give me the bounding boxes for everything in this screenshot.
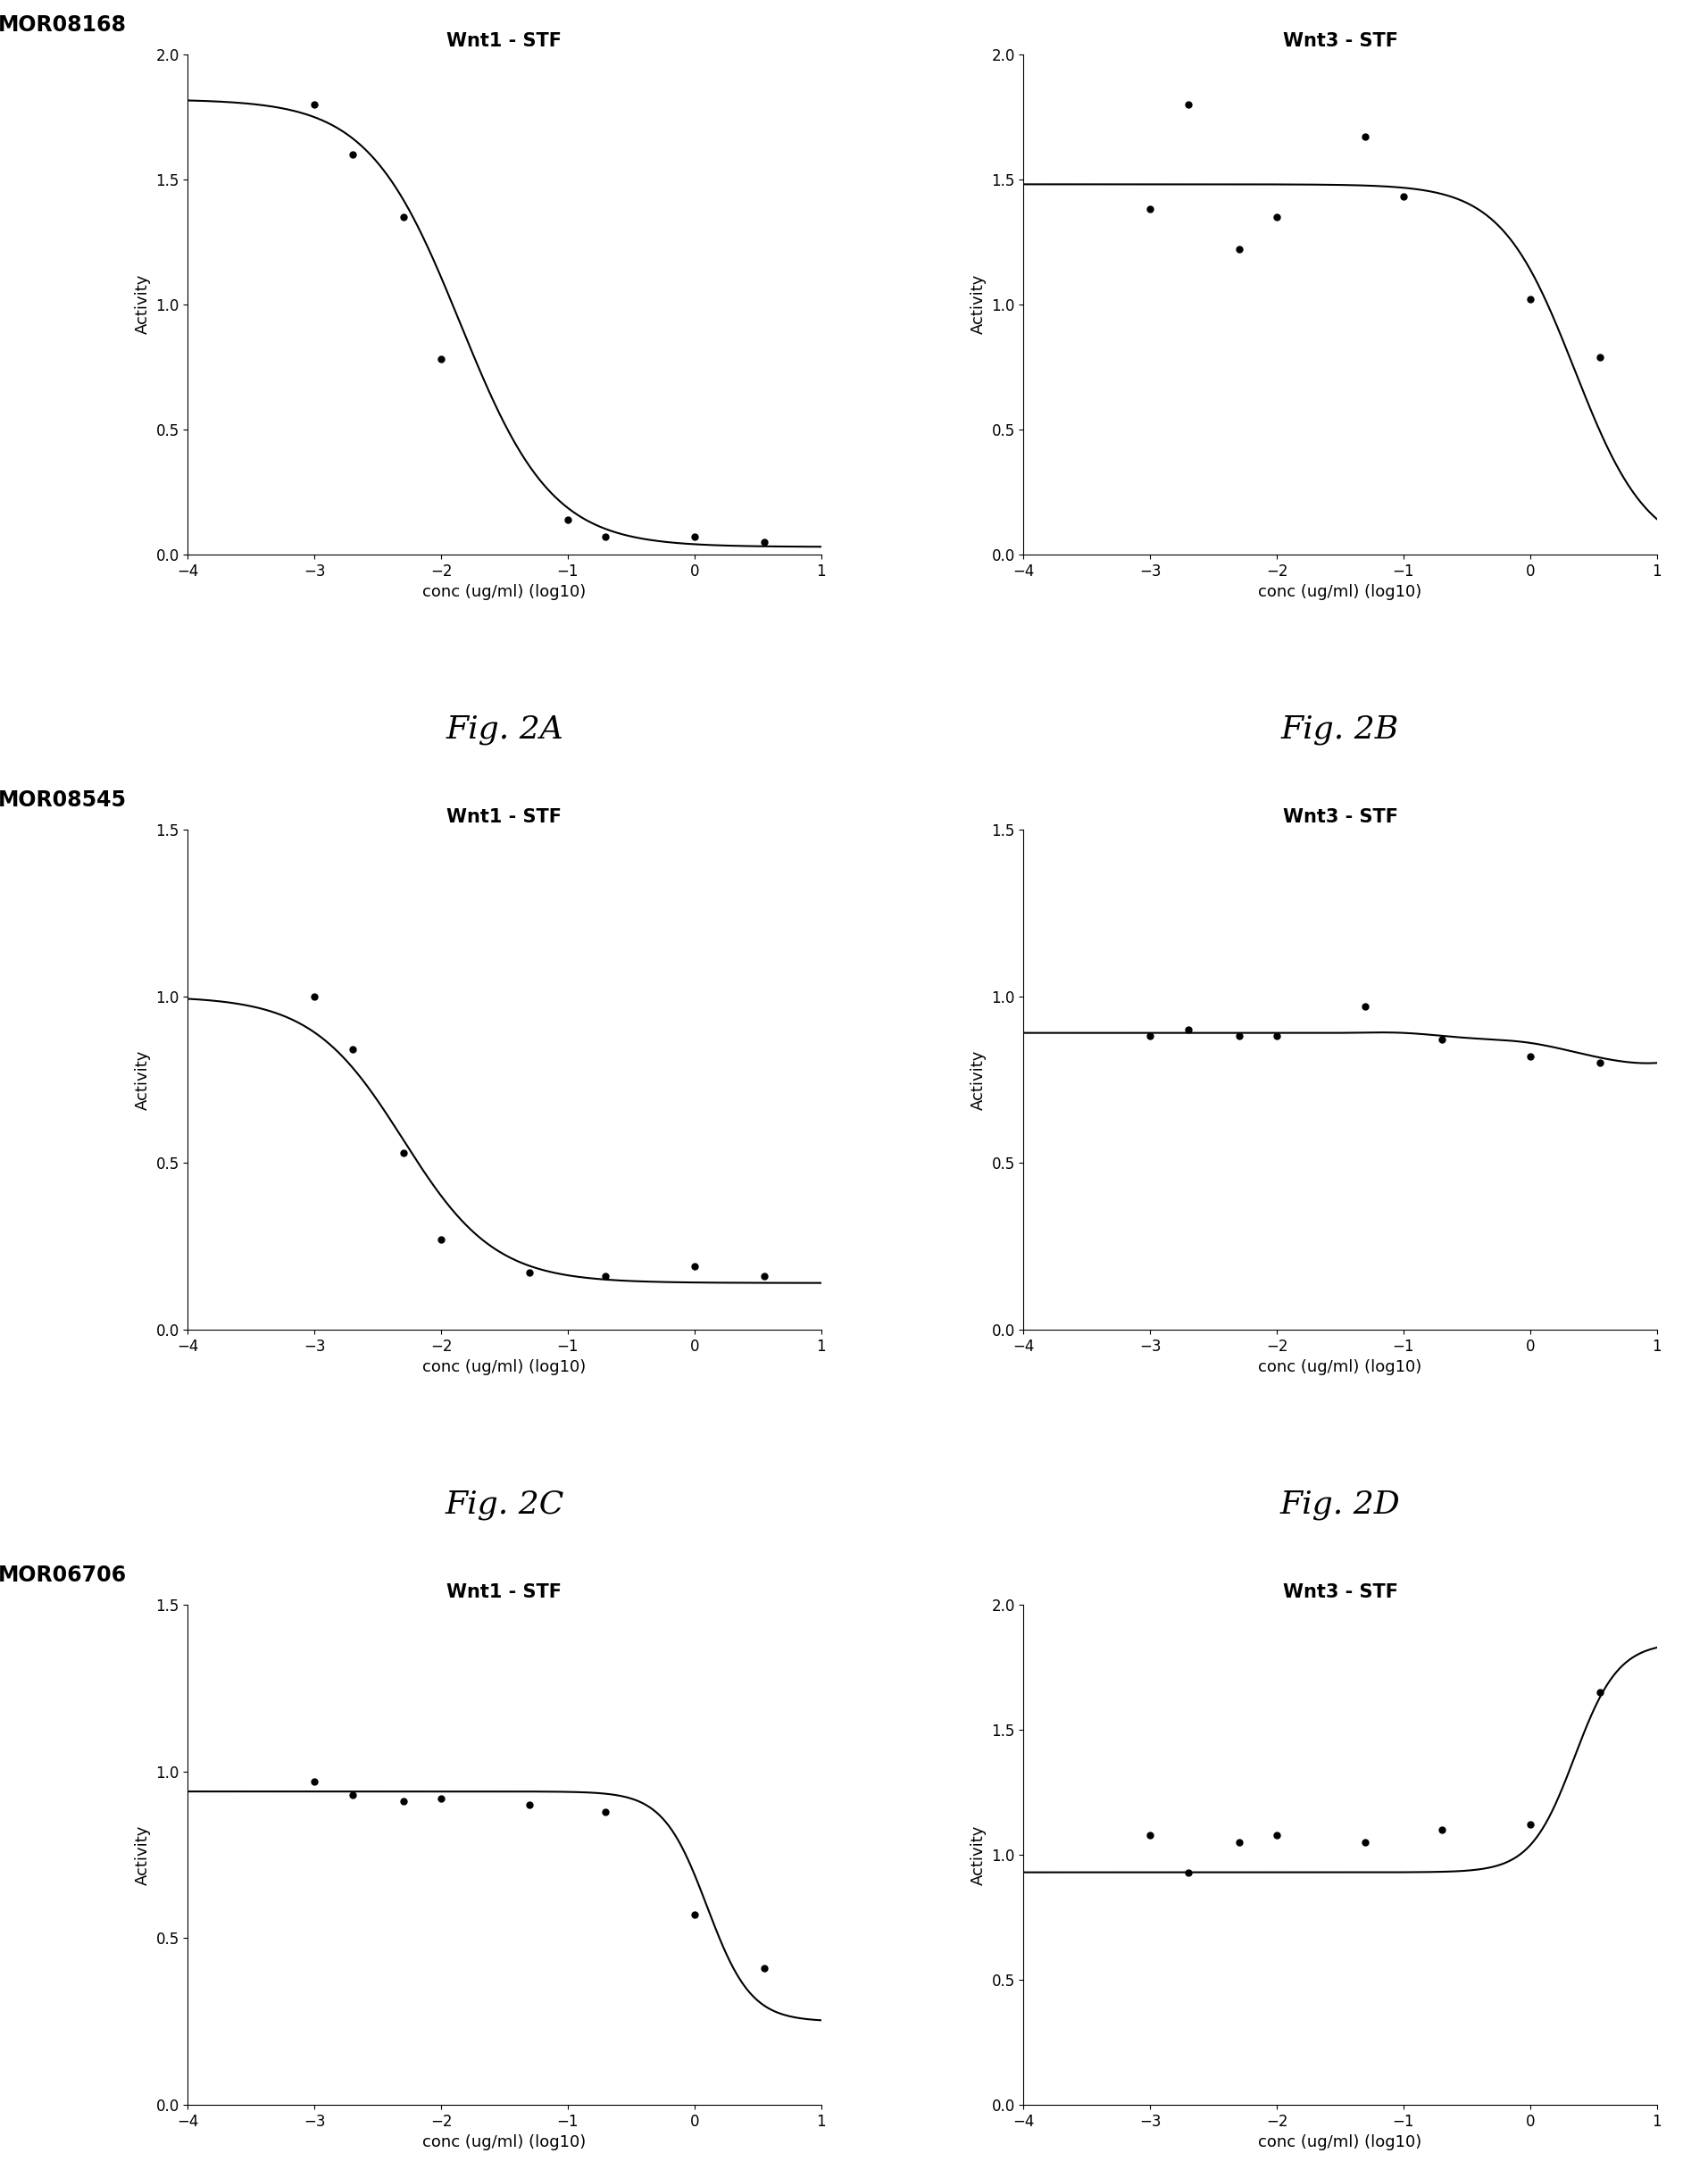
Title: Wnt3 - STF: Wnt3 - STF: [1283, 807, 1397, 825]
Title: Wnt1 - STF: Wnt1 - STF: [447, 1582, 562, 1601]
Text: Fig. 2C: Fig. 2C: [444, 1491, 564, 1519]
X-axis label: conc (ug/ml) (log10): conc (ug/ml) (log10): [422, 1358, 586, 1376]
Point: [1136, 1020, 1163, 1055]
Point: [1351, 1825, 1378, 1860]
Point: [681, 1250, 709, 1285]
Point: [338, 1033, 366, 1068]
Text: Fig. 2D: Fig. 2D: [1279, 1491, 1401, 1519]
Point: [593, 519, 620, 553]
Point: [593, 1259, 620, 1293]
Y-axis label: Activity: Activity: [970, 1825, 987, 1886]
Point: [1264, 200, 1291, 234]
Text: Fig. 2A: Fig. 2A: [446, 714, 564, 744]
Point: [553, 501, 581, 536]
Point: [301, 87, 328, 122]
Text: MOR08168: MOR08168: [0, 15, 126, 35]
Title: Wnt3 - STF: Wnt3 - STF: [1283, 33, 1397, 50]
X-axis label: conc (ug/ml) (log10): conc (ug/ml) (log10): [1259, 1358, 1423, 1376]
Point: [427, 1782, 454, 1816]
Y-axis label: Activity: Activity: [135, 1050, 150, 1109]
Point: [389, 1135, 417, 1170]
Point: [1428, 1022, 1455, 1057]
Point: [1136, 191, 1163, 226]
X-axis label: conc (ug/ml) (log10): conc (ug/ml) (log10): [422, 2135, 586, 2150]
Point: [1264, 1818, 1291, 1853]
Point: [1175, 87, 1202, 122]
Point: [1351, 990, 1378, 1024]
Point: [1587, 1675, 1614, 1710]
Point: [301, 1764, 328, 1799]
Point: [1175, 1011, 1202, 1046]
Point: [1517, 1808, 1544, 1842]
Point: [389, 1784, 417, 1818]
Point: [750, 525, 777, 560]
Point: [681, 1897, 709, 1931]
Y-axis label: Activity: Activity: [135, 1825, 150, 1886]
Point: [1587, 1046, 1614, 1081]
Point: [1225, 232, 1252, 267]
Y-axis label: Activity: Activity: [135, 273, 150, 334]
X-axis label: conc (ug/ml) (log10): conc (ug/ml) (log10): [1259, 584, 1423, 601]
Title: Wnt1 - STF: Wnt1 - STF: [447, 807, 562, 825]
Y-axis label: Activity: Activity: [970, 1050, 987, 1109]
Title: Wnt3 - STF: Wnt3 - STF: [1283, 1582, 1397, 1601]
Text: MOR06706: MOR06706: [0, 1565, 126, 1586]
Title: Wnt1 - STF: Wnt1 - STF: [447, 33, 562, 50]
Point: [301, 979, 328, 1013]
Point: [1225, 1020, 1252, 1055]
Point: [427, 1222, 454, 1256]
Point: [338, 1777, 366, 1812]
Point: [427, 343, 454, 378]
Point: [750, 1259, 777, 1293]
Point: [1264, 1020, 1291, 1055]
Text: Fig. 2B: Fig. 2B: [1281, 714, 1399, 744]
Point: [1390, 180, 1418, 215]
Point: [516, 1256, 543, 1291]
X-axis label: conc (ug/ml) (log10): conc (ug/ml) (log10): [422, 584, 586, 601]
Text: MOR08545: MOR08545: [0, 790, 126, 812]
Point: [1351, 119, 1378, 154]
X-axis label: conc (ug/ml) (log10): conc (ug/ml) (log10): [1259, 2135, 1423, 2150]
Point: [1517, 282, 1544, 317]
Point: [1136, 1818, 1163, 1853]
Y-axis label: Activity: Activity: [970, 273, 987, 334]
Point: [750, 1951, 777, 1986]
Point: [1225, 1825, 1252, 1860]
Point: [1517, 1039, 1544, 1074]
Point: [1428, 1812, 1455, 1847]
Point: [593, 1795, 620, 1829]
Point: [681, 519, 709, 553]
Point: [516, 1788, 543, 1823]
Point: [1175, 1855, 1202, 1890]
Point: [338, 137, 366, 171]
Point: [1587, 339, 1614, 373]
Point: [389, 200, 417, 234]
